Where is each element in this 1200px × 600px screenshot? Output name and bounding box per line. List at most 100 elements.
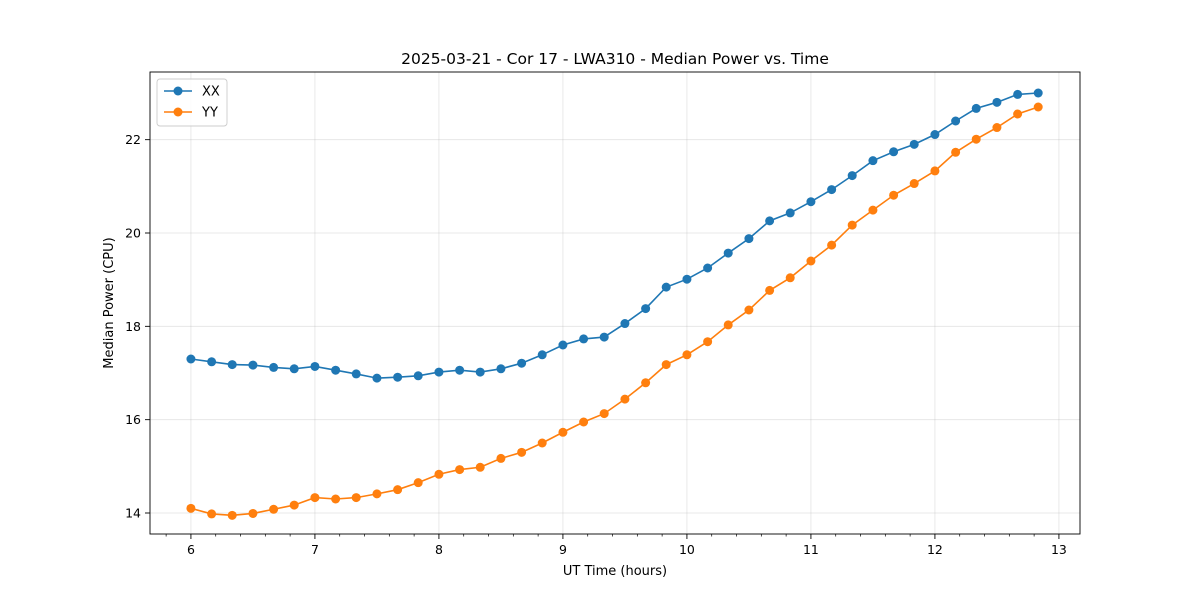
y-tick-label: 20 <box>125 226 141 241</box>
legend-label-yy: YY <box>201 106 218 121</box>
data-point-xx <box>951 116 961 126</box>
data-point-yy <box>951 147 961 157</box>
y-tick-label: 16 <box>125 412 141 427</box>
data-point-xx <box>248 360 258 370</box>
data-point-yy <box>186 503 196 513</box>
series-line-xx <box>190 92 1039 379</box>
data-point-yy <box>682 350 692 360</box>
data-point-xx <box>909 139 919 149</box>
x-tick-label: 10 <box>679 542 695 557</box>
data-point-xx <box>703 263 713 273</box>
data-point-xx <box>351 369 361 379</box>
data-point-yy <box>930 166 940 176</box>
data-point-xx <box>579 334 589 344</box>
data-point-xx <box>434 367 444 377</box>
y-tick-label: 22 <box>125 132 141 147</box>
data-point-xx <box>599 332 609 342</box>
data-point-yy <box>971 134 981 144</box>
x-tick-label: 7 <box>311 542 319 557</box>
legend: XX YY <box>156 78 228 127</box>
data-point-xx <box>1013 89 1023 99</box>
plot-frame <box>149 71 1081 535</box>
data-point-xx <box>227 360 237 370</box>
legend-label-xx: XX <box>202 85 220 100</box>
data-point-yy <box>434 469 444 479</box>
data-point-yy <box>909 179 919 189</box>
data-point-yy <box>744 305 754 315</box>
data-point-xx <box>661 282 671 292</box>
data-point-yy <box>496 453 506 463</box>
data-point-yy <box>393 485 403 495</box>
data-point-xx <box>889 147 899 157</box>
data-point-yy <box>992 123 1002 133</box>
data-point-yy <box>289 500 299 510</box>
series-layer <box>186 88 1043 520</box>
data-point-yy <box>806 256 816 266</box>
x-tick-label: 9 <box>559 542 567 557</box>
data-point-xx <box>641 304 651 314</box>
data-point-xx <box>765 216 775 226</box>
data-point-xx <box>475 367 485 377</box>
data-point-yy <box>889 190 899 200</box>
data-point-yy <box>227 510 237 520</box>
data-point-xx <box>537 350 547 360</box>
data-point-xx <box>806 197 816 207</box>
data-point-xx <box>393 372 403 382</box>
data-point-yy <box>207 509 217 519</box>
data-point-xx <box>744 234 754 244</box>
axis-ticks: 6 7 8 9 10 11 12 13 14 16 18 20 22 <box>125 132 1067 557</box>
x-axis-label: UT Time (hours) <box>563 564 667 579</box>
data-point-yy <box>847 220 857 230</box>
x-tick-label: 11 <box>803 542 819 557</box>
grid <box>150 72 1080 534</box>
data-point-yy <box>455 465 465 475</box>
data-point-yy <box>1033 102 1043 112</box>
x-tick-label: 6 <box>187 542 195 557</box>
data-point-xx <box>847 171 857 181</box>
x-tick-label: 13 <box>1051 542 1067 557</box>
data-point-xx <box>682 274 692 284</box>
data-point-yy <box>351 493 361 503</box>
data-point-yy <box>641 378 651 388</box>
data-point-xx <box>310 361 320 371</box>
data-point-yy <box>248 508 258 518</box>
data-point-yy <box>331 494 341 504</box>
y-tick-label: 14 <box>125 506 141 521</box>
data-point-yy <box>269 504 279 514</box>
data-point-yy <box>537 438 547 448</box>
data-point-yy <box>661 360 671 370</box>
data-point-yy <box>703 337 713 347</box>
y-axis-label: Median Power (CPU) <box>102 237 117 368</box>
data-point-yy <box>372 489 382 499</box>
data-point-xx <box>868 156 878 166</box>
data-point-xx <box>620 319 630 329</box>
chart-title: 2025-03-21 - Cor 17 - LWA310 - Median Po… <box>401 50 829 68</box>
data-point-xx <box>289 364 299 374</box>
data-point-xx <box>269 362 279 372</box>
data-point-xx <box>971 103 981 113</box>
data-point-xx <box>723 248 733 258</box>
data-point-yy <box>1013 109 1023 119</box>
data-point-xx <box>496 364 506 374</box>
x-tick-label: 12 <box>927 542 943 557</box>
data-point-yy <box>599 409 609 419</box>
data-point-yy <box>620 394 630 404</box>
data-point-xx <box>827 185 837 195</box>
data-point-xx <box>413 371 423 381</box>
data-point-xx <box>517 358 527 368</box>
y-tick-label: 18 <box>125 319 141 334</box>
data-point-xx <box>558 340 568 350</box>
legend-marker-xx <box>173 86 183 96</box>
data-point-xx <box>331 365 341 375</box>
data-point-xx <box>930 130 940 140</box>
data-point-xx <box>186 354 196 364</box>
data-point-xx <box>1033 88 1043 98</box>
data-point-xx <box>785 208 795 218</box>
series-line-yy <box>190 106 1039 517</box>
data-point-yy <box>475 462 485 472</box>
data-point-yy <box>785 273 795 283</box>
data-point-xx <box>372 373 382 383</box>
data-point-xx <box>207 357 217 367</box>
data-point-xx <box>455 365 465 375</box>
